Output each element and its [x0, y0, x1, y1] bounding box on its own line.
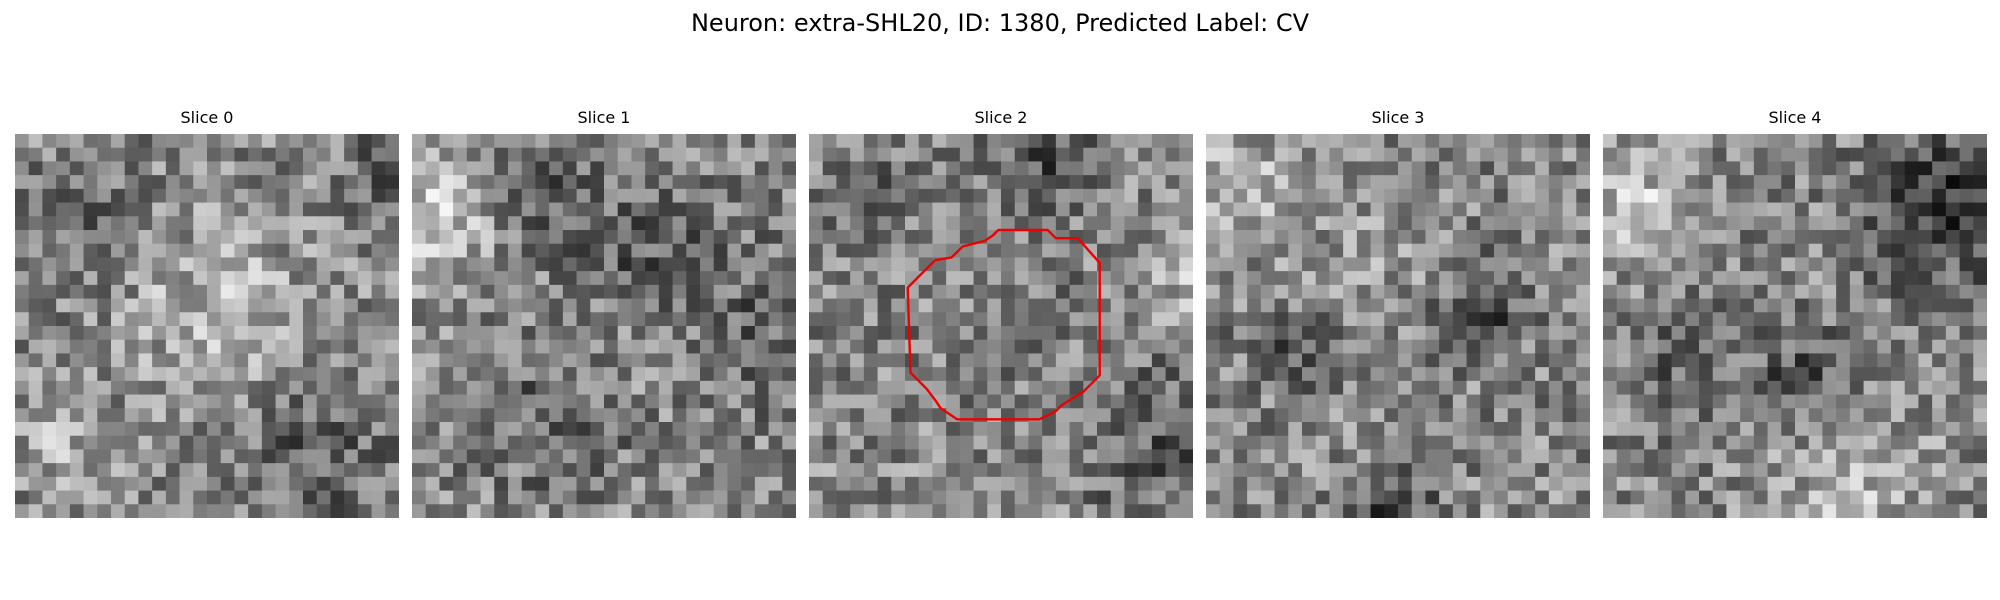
- slice-panel-3: Slice 3: [1206, 108, 1590, 518]
- slice-title: Slice 1: [577, 108, 631, 127]
- slice-panel-2: Slice 2: [809, 108, 1193, 518]
- slice-title: Slice 4: [1768, 108, 1822, 127]
- slice-image: [1206, 134, 1590, 518]
- slice-title: Slice 2: [974, 108, 1028, 127]
- slice-panel-0: Slice 0: [15, 108, 399, 518]
- slice-image: [809, 134, 1193, 518]
- slice-panel-4: Slice 4: [1603, 108, 1987, 518]
- figure-title: Neuron: extra-SHL20, ID: 1380, Predicted…: [690, 9, 1310, 37]
- slice-title: Slice 3: [1371, 108, 1425, 127]
- slice-image: [1603, 134, 1987, 518]
- segmentation-contour: [906, 228, 1101, 421]
- slice-panel-1: Slice 1: [412, 108, 796, 518]
- slice-title: Slice 0: [180, 108, 234, 127]
- slice-image: [412, 134, 796, 518]
- slice-image: [15, 134, 399, 518]
